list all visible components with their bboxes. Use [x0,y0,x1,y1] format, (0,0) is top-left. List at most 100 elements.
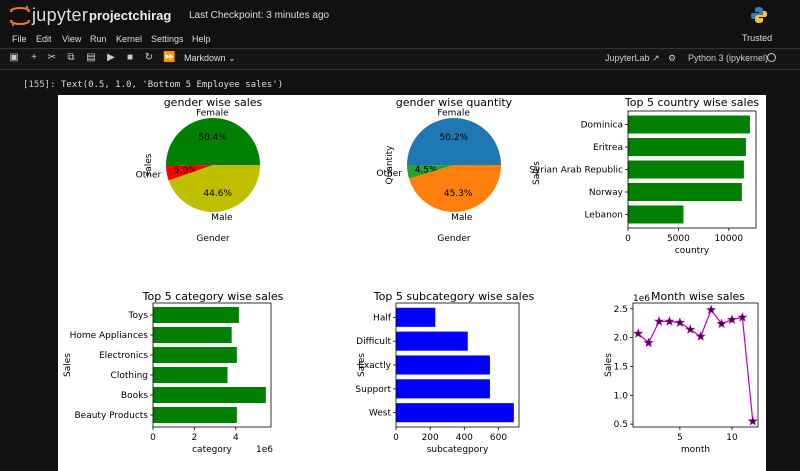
menu-run[interactable]: Run [90,34,107,44]
y-tick-label: Support [355,385,391,395]
x-tick-label: 10 [726,433,738,443]
bar [153,347,237,363]
cut-icon[interactable]: ✂ [47,52,57,63]
bar [153,327,232,343]
pie-pct-label: 4.5% [415,165,438,175]
cell-type-label: Markdown [184,53,226,63]
fast-forward-icon[interactable]: ⏩ [163,52,176,63]
pie-pct-label: 50.2% [440,133,469,143]
data-point-marker [643,337,654,348]
menu-file[interactable]: File [12,34,27,44]
plot-frame [632,302,759,428]
pie-label: Other [136,171,162,181]
x-axis-label: subcategpory [427,445,489,455]
menu-help[interactable]: Help [192,34,211,44]
copy-icon[interactable]: ⧉ [67,52,75,63]
bar [396,379,490,399]
x-axis-label: Gender [437,234,470,244]
jupyter-logo-icon[interactable] [10,5,30,27]
trusted-indicator[interactable]: Trusted [742,33,773,43]
notebook-toolbar [0,48,800,70]
stop-icon[interactable]: ■ [126,52,134,63]
bar [396,331,468,351]
y-tick-label: 2.0 [614,334,629,344]
pie-label: Other [376,169,402,179]
x-tick-label: 600 [490,433,507,443]
bar [396,307,436,327]
bar [628,138,746,156]
x-tick-label: 2 [192,433,198,443]
menu-settings[interactable]: Settings [151,34,184,44]
x-tick-label: 200 [422,433,439,443]
chart-title: Top 5 category wise sales [142,290,284,303]
save-icon[interactable]: ▣ [9,52,19,63]
y-tick-label: 1.5 [614,362,628,372]
y-tick-label: Toys [128,311,149,321]
pie-slice-other [166,165,213,181]
restart-icon[interactable]: ↻ [144,52,154,63]
y-tick-label: 1.0 [614,391,629,401]
plot-frame [152,302,272,428]
y-tick-label: Dominica [581,121,623,131]
cell-type-select[interactable]: Markdown ⌄ [184,53,236,64]
data-point-marker [674,317,685,327]
series-line [637,308,754,422]
x-tick-label: 10000 [714,234,743,244]
chevron-down-icon: ⌄ [228,53,236,63]
figure-canvas: Female 50.4% Other 5.0% Male 44.6% gender wise… [63,96,759,455]
y-tick-label: 2.5 [614,305,628,315]
menu-edit[interactable]: Edit [36,34,52,44]
pie-label: Male [451,213,473,223]
y-tick-label: Half [373,313,392,323]
checkpoint-status: Last Checkpoint: 3 minutes ago [189,10,330,21]
y-tick-label: Syrian Arab Republic [529,166,623,176]
y-axis-label: Sales [63,353,73,377]
pie-slice-other [407,165,454,179]
pie-slice-male [409,165,501,212]
matplotlib-figure: Female 50.4% Other 5.0% Male 44.6% gender wise… [58,95,766,471]
data-point-marker [726,314,738,325]
bar [628,115,750,134]
notebook-name[interactable]: projectchirag [89,8,172,23]
paste-icon[interactable]: ▤ [86,52,96,63]
data-point-marker [737,312,748,322]
data-point-marker [664,316,675,326]
menu-view[interactable]: View [62,34,82,44]
chart-title: Top 5 country wise sales [624,96,759,109]
chart-title: Top 5 subcategory wise sales [373,290,535,303]
y-tick-label: Difficult [356,337,391,347]
pie-label: Female [437,108,470,118]
y-tick-label: Exactly [358,361,392,371]
data-point-marker [747,415,758,426]
jupyter-brand[interactable]: jupyter [32,5,89,25]
y-axis-label: Sales [532,161,542,185]
y-axis-label: Quantity [385,145,395,185]
chart-title: gender wise quantity [396,96,513,109]
output-prompt: [155]: [23,80,56,90]
y-tick-label: Lebanon [584,211,623,221]
chart-title: gender wise sales [164,96,263,109]
bar [153,387,266,403]
bar [628,160,744,179]
data-point-marker [706,304,717,315]
menu-kernel[interactable]: Kernel [116,34,143,44]
data-point-marker [685,324,696,334]
x-tick-label: 4 [233,433,239,443]
jupyterlab-link[interactable]: JupyterLab ↗ [605,53,660,64]
run-icon[interactable]: ▶ [107,52,115,63]
pie-label: Female [196,108,229,118]
add-cell-icon[interactable]: + [31,52,37,63]
kernel-name[interactable]: Python 3 (ipykernel) [688,53,769,63]
bar [628,205,684,224]
x-tick-label: 5000 [667,234,690,244]
x-axis-label: country [675,246,710,256]
pie-pct-label: 45.3% [444,189,473,199]
y-axis-label: Sales [357,353,367,377]
data-point-marker [633,328,644,338]
gear-icon[interactable]: ⚙ [668,53,677,63]
chart-title: Month wise sales [651,290,745,303]
plot-frame [395,302,520,428]
external-link-icon: ↗ [652,53,660,63]
x-tick-label: 0 [625,234,631,244]
bar [628,183,742,201]
